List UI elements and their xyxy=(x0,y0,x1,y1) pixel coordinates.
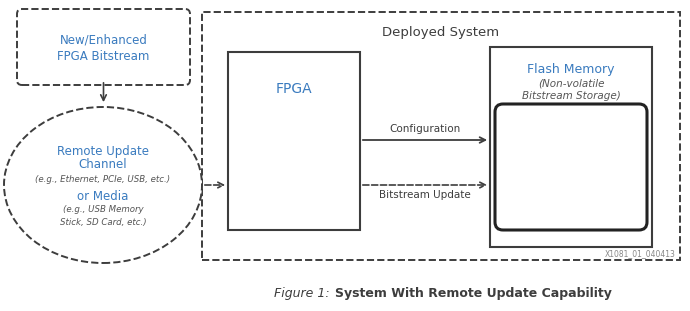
Text: Bitstream: Bitstream xyxy=(540,170,602,183)
Bar xyxy=(490,47,652,247)
Text: X1081_01_040413: X1081_01_040413 xyxy=(605,249,676,258)
Text: Remote Update: Remote Update xyxy=(57,145,149,157)
Text: Figure 1:: Figure 1: xyxy=(275,287,330,300)
Bar xyxy=(228,52,360,230)
Text: Bitstream Update: Bitstream Update xyxy=(379,190,471,200)
FancyBboxPatch shape xyxy=(495,104,647,230)
Text: System With Remote Update Capability: System With Remote Update Capability xyxy=(335,287,612,300)
Text: Channel: Channel xyxy=(79,159,128,171)
Bar xyxy=(202,12,680,260)
Text: Configuration: Configuration xyxy=(389,124,461,134)
Text: New/Enhanced: New/Enhanced xyxy=(59,34,148,47)
Ellipse shape xyxy=(4,107,202,263)
Text: Bitstream Storage): Bitstream Storage) xyxy=(522,91,620,101)
Text: FPGA: FPGA xyxy=(276,82,313,96)
Text: (e.g., USB Memory: (e.g., USB Memory xyxy=(63,206,144,215)
Text: (Non-volatile: (Non-volatile xyxy=(538,79,604,89)
Text: (e.g., Ethernet, PCIe, USB, etc.): (e.g., Ethernet, PCIe, USB, etc.) xyxy=(35,175,170,184)
Text: FPGA Bitstream: FPGA Bitstream xyxy=(57,49,150,63)
Text: Deployed System: Deployed System xyxy=(382,26,500,39)
Text: or Media: or Media xyxy=(77,189,129,202)
Text: Flash Memory: Flash Memory xyxy=(527,63,615,76)
Text: Stick, SD Card, etc.): Stick, SD Card, etc.) xyxy=(60,217,146,226)
FancyBboxPatch shape xyxy=(17,9,190,85)
Text: FPGA: FPGA xyxy=(555,154,587,166)
